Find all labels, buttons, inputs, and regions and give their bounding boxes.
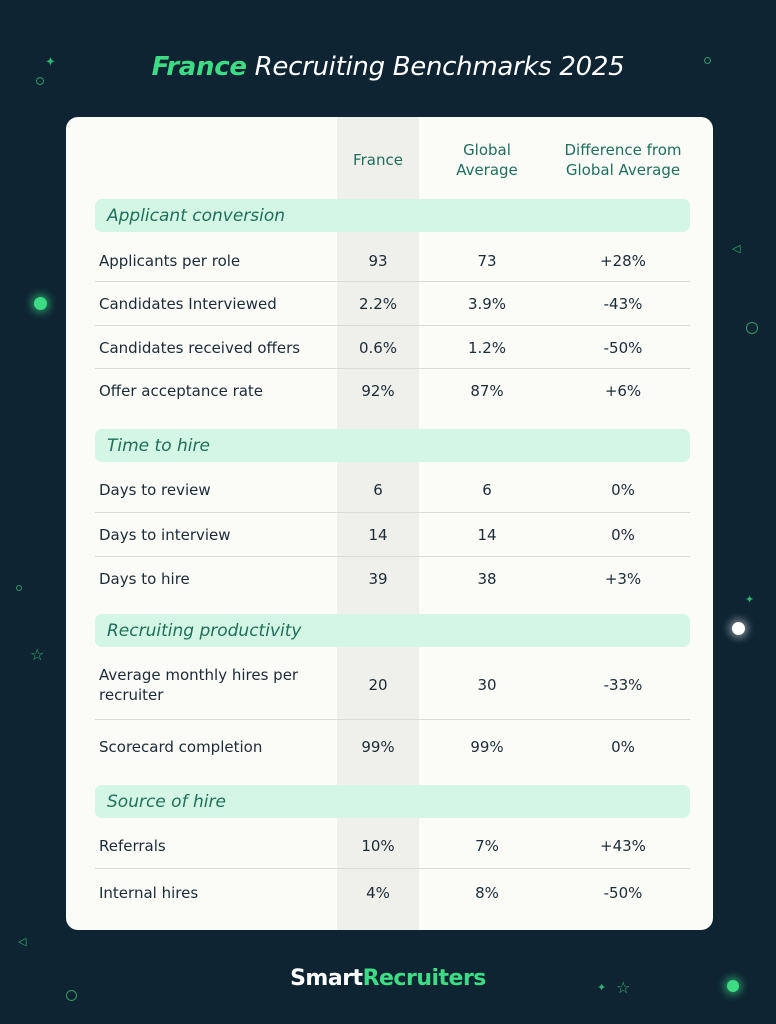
row-divider xyxy=(95,556,690,557)
cell-global: 87% xyxy=(470,382,504,400)
cell-france: 2.2% xyxy=(358,295,398,313)
table-row: Scorecard completion 99% 99% 0% xyxy=(66,725,713,769)
cell-global: 8% xyxy=(475,884,499,902)
cell-france: 0.6% xyxy=(358,339,398,357)
row-label: Days to review xyxy=(99,481,211,499)
cell-france: 39 xyxy=(368,570,388,588)
cell-france: 4% xyxy=(366,884,390,902)
cell-france: 14 xyxy=(368,525,388,544)
table-row: Referrals 10% 7% +43% xyxy=(66,824,713,868)
header-difference: Difference from Global Average xyxy=(564,141,682,179)
cell-diff: -43% xyxy=(603,295,643,313)
ring-icon xyxy=(704,57,711,64)
cell-global: 30 xyxy=(477,676,497,694)
table-row: Internal hires 4% 8% -50% xyxy=(66,870,713,916)
header-global-average: Global Average xyxy=(456,141,518,179)
row-label: Candidates Interviewed xyxy=(99,295,277,313)
cell-diff: -50% xyxy=(603,884,643,902)
row-label: Candidates received offers xyxy=(99,339,301,357)
cell-global: 6 xyxy=(482,481,492,499)
section-header-recruiting-productivity: Recruiting productivity xyxy=(95,614,690,647)
cell-global: 3.9% xyxy=(467,295,507,313)
sparkle-icon: ✦ xyxy=(45,55,56,70)
cell-france: 6 xyxy=(373,481,383,499)
row-divider xyxy=(95,868,690,869)
cell-global: 14 xyxy=(477,525,497,544)
cell-france: 20 xyxy=(368,676,388,694)
ring-icon xyxy=(36,77,44,85)
logo-part-smart: Smart xyxy=(290,966,363,991)
cell-france: 10% xyxy=(361,837,395,855)
cell-diff: +6% xyxy=(604,382,642,400)
row-divider xyxy=(95,512,690,513)
star-outline-icon: ☆ xyxy=(30,645,45,664)
section-header-time-to-hire: Time to hire xyxy=(95,429,690,462)
table-row: Applicants per role 93 73 +28% xyxy=(66,239,713,283)
cell-diff: -33% xyxy=(603,676,643,694)
cell-global: 99% xyxy=(470,738,504,756)
triangle-left-icon: ◁ xyxy=(18,935,27,948)
row-divider xyxy=(95,368,690,369)
table-row: Days to hire 39 38 +3% xyxy=(66,557,713,601)
row-divider xyxy=(95,325,690,326)
smartrecruiters-logo: SmartRecruiters xyxy=(0,966,776,991)
cell-diff: +3% xyxy=(604,570,642,588)
row-label: Offer acceptance rate xyxy=(99,382,264,400)
row-label: Days to hire xyxy=(99,570,190,588)
row-label: Referrals xyxy=(99,837,166,855)
row-label: Days to interview xyxy=(99,525,231,544)
ring-icon xyxy=(746,322,758,334)
star-outline-icon: ☆ xyxy=(616,978,631,997)
cell-global: 38 xyxy=(477,570,497,588)
triangle-left-icon: ◁ xyxy=(732,242,741,255)
table-row: Candidates received offers 0.6% 1.2% -50… xyxy=(66,326,713,370)
row-label: Internal hires xyxy=(99,884,199,902)
cell-diff: +43% xyxy=(600,837,646,855)
row-label: Average monthly hires per recruiter xyxy=(99,666,299,704)
cell-diff: 0% xyxy=(611,738,635,756)
table-row: Offer acceptance rate 92% 87% +6% xyxy=(66,369,713,413)
cell-france: 99% xyxy=(361,738,395,756)
table-row: Candidates Interviewed 2.2% 3.9% -43% xyxy=(66,282,713,326)
cell-global: 1.2% xyxy=(467,339,507,357)
title-rest: Recruiting Benchmarks 2025 xyxy=(246,52,625,82)
logo-part-recruiters: Recruiters xyxy=(362,966,487,991)
section-header-source-of-hire: Source of hire xyxy=(95,785,690,818)
ring-icon xyxy=(16,585,22,591)
ring-icon xyxy=(66,990,77,1001)
section-header-applicant-conversion: Applicant conversion xyxy=(95,199,690,232)
title-highlight: France xyxy=(151,52,247,82)
table-row: Days to review 6 6 0% xyxy=(66,468,713,512)
cell-global: 73 xyxy=(477,252,497,270)
row-label: Applicants per role xyxy=(99,252,241,270)
row-divider xyxy=(95,719,690,720)
benchmark-table: France Global Average Difference from Gl… xyxy=(66,117,713,930)
cell-diff: +28% xyxy=(600,252,646,270)
table-row: Average monthly hires per recruiter 20 3… xyxy=(66,654,713,716)
cell-france: 92% xyxy=(361,382,395,400)
cell-france: 93 xyxy=(368,252,388,270)
glow-dot-icon xyxy=(732,622,745,635)
row-divider xyxy=(95,281,690,282)
table-row: Days to interview 14 14 0% xyxy=(66,513,713,556)
glow-dot-icon xyxy=(34,297,47,310)
cell-diff: 0% xyxy=(611,525,635,544)
cell-diff: 0% xyxy=(611,481,635,499)
cell-diff: -50% xyxy=(603,339,643,357)
glow-dot-icon xyxy=(727,980,739,992)
sparkle-icon: ✦ xyxy=(745,593,755,606)
header-france: France xyxy=(353,151,403,169)
page-title: France Recruiting Benchmarks 2025 xyxy=(0,52,776,82)
sparkle-icon: ✦ xyxy=(597,981,607,994)
row-label: Scorecard completion xyxy=(99,738,263,756)
cell-global: 7% xyxy=(475,837,499,855)
